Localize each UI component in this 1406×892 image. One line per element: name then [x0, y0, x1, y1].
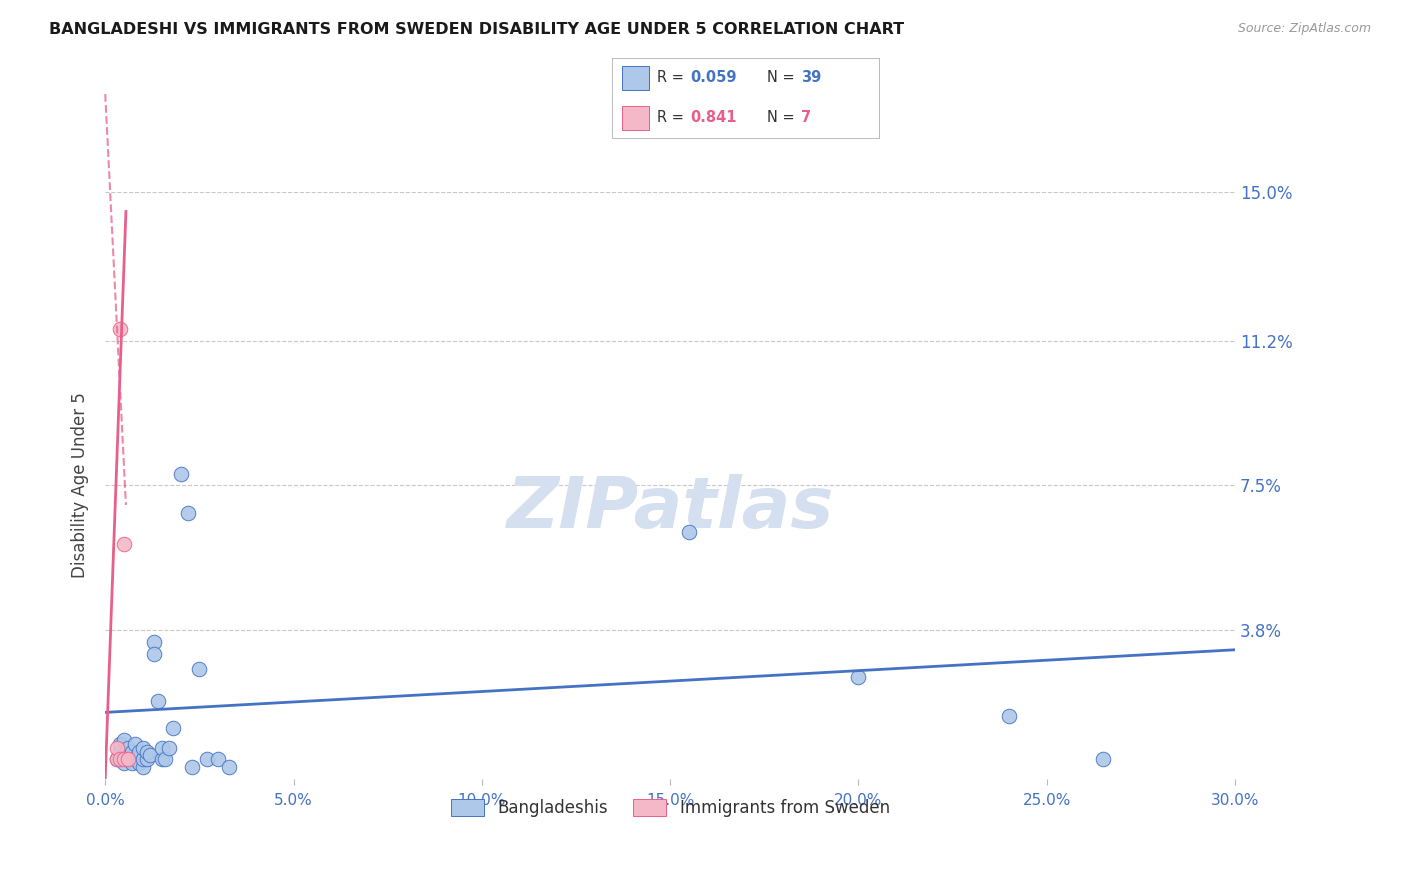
Point	[1092, 752, 1115, 766]
Y-axis label: Disability Age Under 5: Disability Age Under 5	[72, 392, 89, 578]
Point	[146, 693, 169, 707]
Point	[169, 467, 191, 481]
Point	[110, 322, 132, 336]
FancyBboxPatch shape	[623, 66, 650, 90]
Point	[124, 737, 146, 751]
Point	[110, 745, 132, 759]
Point	[110, 752, 132, 766]
Point	[678, 525, 700, 540]
Point	[112, 756, 135, 771]
Point	[132, 760, 155, 774]
Point	[121, 756, 143, 771]
Point	[132, 752, 155, 766]
Point	[105, 752, 128, 766]
Point	[110, 737, 132, 751]
Point	[128, 756, 150, 771]
Point	[150, 740, 173, 755]
Point	[117, 740, 139, 755]
Point	[132, 740, 155, 755]
Text: R =: R =	[657, 70, 689, 85]
Point	[121, 745, 143, 759]
Point	[150, 752, 173, 766]
Point	[218, 760, 240, 774]
Point	[177, 506, 200, 520]
Point	[848, 670, 870, 684]
Text: N =: N =	[766, 110, 799, 125]
Text: 0.841: 0.841	[690, 110, 737, 125]
Point	[105, 740, 128, 755]
Text: 0.059: 0.059	[690, 70, 737, 85]
Text: N =: N =	[766, 70, 799, 85]
Point	[124, 752, 146, 766]
Text: 39: 39	[801, 70, 821, 85]
FancyBboxPatch shape	[623, 106, 650, 130]
Point	[998, 709, 1021, 723]
Point	[188, 662, 211, 676]
Legend: Bangladeshis, Immigrants from Sweden: Bangladeshis, Immigrants from Sweden	[444, 792, 896, 823]
Point	[112, 732, 135, 747]
Point	[117, 752, 139, 766]
Point	[117, 752, 139, 766]
Point	[195, 752, 218, 766]
Point	[105, 752, 128, 766]
Point	[180, 760, 202, 774]
Point	[128, 745, 150, 759]
Point	[162, 721, 184, 735]
Point	[157, 740, 180, 755]
Text: R =: R =	[657, 110, 689, 125]
Point	[143, 635, 166, 649]
Point	[135, 745, 157, 759]
Point	[135, 752, 157, 766]
Text: Source: ZipAtlas.com: Source: ZipAtlas.com	[1237, 22, 1371, 36]
Text: 7: 7	[801, 110, 811, 125]
Point	[139, 748, 162, 763]
Point	[112, 537, 135, 551]
Text: BANGLADESHI VS IMMIGRANTS FROM SWEDEN DISABILITY AGE UNDER 5 CORRELATION CHART: BANGLADESHI VS IMMIGRANTS FROM SWEDEN DI…	[49, 22, 904, 37]
Point	[155, 752, 177, 766]
Point	[112, 752, 135, 766]
Point	[143, 647, 166, 661]
Text: ZIPatlas: ZIPatlas	[506, 475, 834, 543]
Point	[112, 748, 135, 763]
Point	[207, 752, 229, 766]
